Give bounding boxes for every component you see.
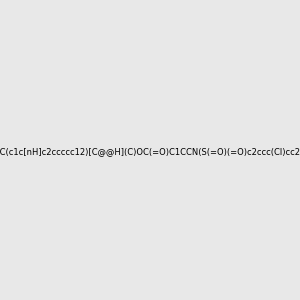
Text: O=C(c1c[nH]c2ccccc12)[C@@H](C)OC(=O)C1CCN(S(=O)(=O)c2ccc(Cl)cc2)CC1: O=C(c1c[nH]c2ccccc12)[C@@H](C)OC(=O)C1CC… [0,147,300,156]
